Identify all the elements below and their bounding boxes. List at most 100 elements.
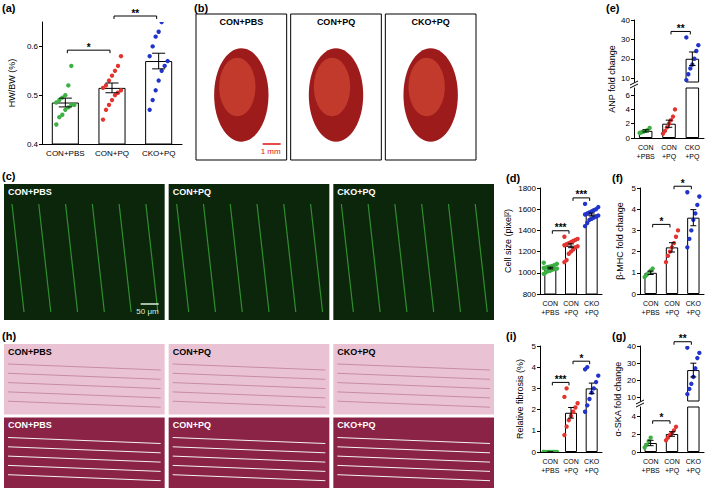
- svg-text:CKO: CKO: [686, 300, 702, 307]
- svg-text:+PQ: +PQ: [686, 309, 701, 317]
- svg-text:(f): (f): [612, 172, 623, 184]
- svg-text:1: 1: [532, 426, 537, 435]
- svg-text:4: 4: [632, 205, 637, 214]
- svg-text:+PBS: +PBS: [541, 309, 559, 316]
- svg-text:2: 2: [632, 247, 637, 256]
- svg-text:***: ***: [555, 222, 567, 233]
- svg-text:2: 2: [632, 430, 637, 439]
- svg-text:40: 40: [621, 16, 630, 25]
- svg-text:(g): (g): [612, 330, 626, 342]
- svg-text:CON+PQ: CON+PQ: [317, 17, 355, 27]
- svg-text:Relative fibrosis (%): Relative fibrosis (%): [515, 359, 525, 439]
- svg-text:(i): (i): [506, 330, 517, 342]
- svg-text:10: 10: [627, 393, 636, 402]
- svg-text:CON+PBS: CON+PBS: [8, 420, 52, 430]
- svg-text:CKO: CKO: [685, 144, 701, 151]
- svg-text:CON: CON: [543, 458, 559, 465]
- svg-text:CON: CON: [664, 300, 680, 307]
- svg-text:CON: CON: [638, 144, 654, 151]
- svg-text:CON+PQ: CON+PQ: [173, 420, 211, 430]
- svg-text:1: 1: [632, 268, 637, 277]
- svg-text:CKO+PQ: CKO+PQ: [412, 17, 450, 27]
- svg-text:CON: CON: [643, 458, 659, 465]
- svg-text:CON+PBS: CON+PBS: [46, 149, 84, 158]
- svg-text:+PQ: +PQ: [665, 309, 680, 317]
- svg-text:CON+PQ: CON+PQ: [173, 187, 211, 197]
- svg-text:6: 6: [626, 91, 631, 100]
- svg-text:50 μm: 50 μm: [136, 307, 159, 316]
- svg-text:3: 3: [532, 384, 537, 393]
- svg-text:3: 3: [632, 226, 637, 235]
- svg-text:+PQ: +PQ: [665, 467, 680, 475]
- svg-text:0.5: 0.5: [27, 91, 39, 100]
- svg-text:5: 5: [532, 342, 537, 351]
- svg-text:+PBS: +PBS: [642, 467, 660, 474]
- svg-text:***: ***: [575, 189, 587, 200]
- svg-text:0.6: 0.6: [27, 42, 39, 51]
- svg-text:CON: CON: [543, 300, 559, 307]
- svg-text:CON: CON: [661, 144, 677, 151]
- svg-text:CKO: CKO: [584, 300, 600, 307]
- svg-text:(d): (d): [506, 172, 520, 184]
- svg-text:CKO+PQ: CKO+PQ: [142, 149, 176, 158]
- svg-text:0: 0: [632, 290, 637, 299]
- svg-text:α-SKA fold change: α-SKA fold change: [613, 362, 623, 437]
- svg-text:CKO+PQ: CKO+PQ: [337, 347, 375, 357]
- svg-text:*: *: [681, 178, 685, 189]
- svg-text:+PQ: +PQ: [564, 467, 579, 475]
- svg-text:+PQ: +PQ: [585, 309, 600, 317]
- svg-text:HW/BW (%): HW/BW (%): [7, 59, 17, 108]
- svg-text:+PQ: +PQ: [585, 467, 600, 475]
- svg-text:20: 20: [621, 54, 630, 63]
- svg-text:CON: CON: [664, 458, 680, 465]
- svg-text:ANP fold change: ANP fold change: [607, 45, 617, 112]
- svg-text:2: 2: [626, 119, 631, 128]
- svg-text:1 mm: 1 mm: [261, 147, 281, 156]
- svg-text:30: 30: [627, 359, 636, 368]
- svg-text:CON+PBS: CON+PBS: [219, 17, 263, 27]
- svg-text:0.4: 0.4: [27, 140, 39, 149]
- svg-text:*: *: [87, 42, 91, 53]
- svg-text:+PQ: +PQ: [564, 309, 579, 317]
- svg-text:CON+PBS: CON+PBS: [8, 187, 52, 197]
- svg-text:0: 0: [632, 448, 637, 457]
- svg-text:5: 5: [632, 184, 637, 193]
- svg-text:0: 0: [532, 448, 537, 457]
- svg-text:1800: 1800: [518, 184, 536, 193]
- svg-text:(h): (h): [2, 330, 16, 342]
- svg-text:+PBS: +PBS: [637, 153, 655, 160]
- svg-text:**: **: [679, 333, 687, 344]
- svg-text:**: **: [677, 23, 685, 34]
- svg-text:CKO: CKO: [686, 458, 702, 465]
- svg-text:β-MHC fold change: β-MHC fold change: [615, 202, 625, 280]
- svg-text:*: *: [659, 216, 663, 227]
- svg-text:0: 0: [626, 134, 631, 143]
- svg-text:CON+PBS: CON+PBS: [8, 347, 52, 357]
- svg-text:CON+PQ: CON+PQ: [95, 149, 129, 158]
- svg-text:CON: CON: [563, 458, 579, 465]
- svg-text:2: 2: [532, 405, 537, 414]
- svg-text:CKO: CKO: [584, 458, 600, 465]
- svg-text:*: *: [579, 353, 583, 364]
- svg-text:+PQ: +PQ: [685, 153, 700, 161]
- svg-text:1400: 1400: [518, 226, 536, 235]
- svg-text:20: 20: [627, 376, 636, 385]
- svg-text:(b): (b): [194, 2, 208, 14]
- svg-text:+PBS: +PBS: [642, 309, 660, 316]
- svg-text:1200: 1200: [518, 247, 536, 256]
- svg-text:4: 4: [632, 412, 637, 421]
- svg-text:30: 30: [621, 35, 630, 44]
- svg-text:Cell size (pixel²): Cell size (pixel²): [503, 209, 513, 273]
- svg-text:+PBS: +PBS: [541, 467, 559, 474]
- svg-text:+PQ: +PQ: [662, 153, 677, 161]
- svg-text:(c): (c): [2, 170, 16, 182]
- svg-text:4: 4: [626, 105, 631, 114]
- svg-text:(e): (e): [606, 2, 620, 14]
- svg-text:4: 4: [532, 363, 537, 372]
- svg-text:+PQ: +PQ: [686, 467, 701, 475]
- svg-text:*: *: [659, 412, 663, 423]
- svg-text:10: 10: [621, 74, 630, 83]
- svg-text:(a): (a): [2, 2, 16, 14]
- svg-text:***: ***: [555, 374, 567, 385]
- svg-text:800: 800: [523, 290, 537, 299]
